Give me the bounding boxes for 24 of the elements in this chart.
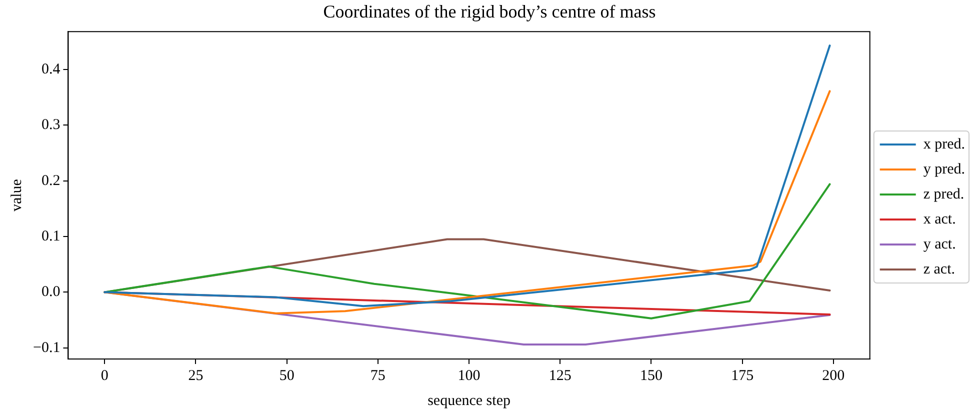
legend-label: x pred. [923,136,966,152]
y-tick-label: 0.2 [41,172,60,189]
legend-label: x act. [923,211,956,228]
y-tick-label: 0.1 [41,228,60,244]
legend-label: z pred. [923,186,964,202]
x-tick-label: 200 [822,368,845,384]
legend-label: y act. [923,236,956,252]
x-tick-label: 100 [458,368,480,384]
x-tick-label: 0 [100,368,108,384]
x-tick-label: 175 [731,368,754,384]
legend-label: z act. [923,261,955,278]
x-tick-label: 50 [279,368,294,384]
x-tick-label: 125 [548,368,572,384]
y-axis-title: value [8,178,25,212]
y-tick-label: 0.3 [41,117,60,134]
x-tick-label: 75 [370,368,386,384]
x-tick-label: 150 [640,368,662,384]
y-tick-label: −0.1 [32,340,60,356]
x-tick-label: 25 [188,368,204,384]
y-tick-label: 0.0 [41,284,60,300]
y-tick-label: 0.4 [41,61,61,78]
chart-title: Coordinates of the rigid body’s centre of mass [323,2,656,22]
x-axis-title: sequence step [428,392,510,409]
legend-label: y pred. [923,161,966,178]
